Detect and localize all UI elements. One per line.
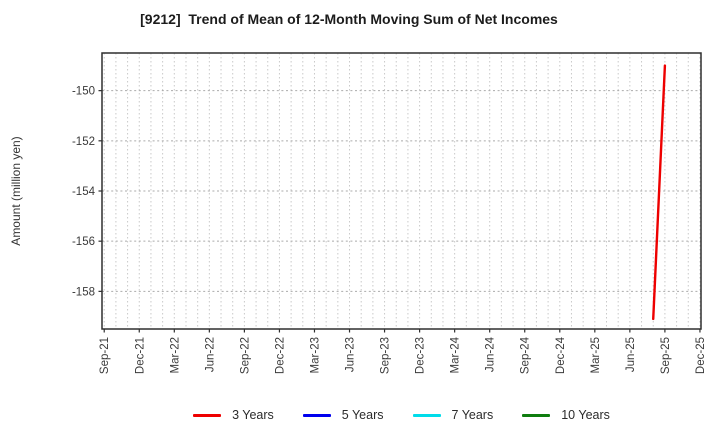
x-tick-label: Jun-23 (345, 337, 357, 372)
x-tick-label: Sep-22 (239, 337, 251, 374)
y-tick-label: -158 (72, 286, 95, 298)
x-tick-label: Dec-22 (274, 337, 286, 374)
legend-swatch-3-years (193, 413, 222, 417)
legend-label-3-years: 3 Years (232, 408, 274, 422)
x-tick-label: Mar-25 (590, 337, 602, 373)
chart-title: [9212] Trend of Mean of 12-Month Moving … (140, 11, 558, 27)
series-line-3-years (652, 64, 667, 321)
y-tick-label: -156 (72, 236, 95, 248)
legend-swatch-7-years (412, 413, 441, 417)
x-tick-label: Dec-25 (695, 337, 707, 374)
legend-item-5-years: 5 Years (302, 408, 384, 422)
x-tick-label: Jun-25 (625, 337, 637, 372)
legend-label-5-years: 5 Years (341, 408, 384, 422)
legend-label-7-years: 7 Years (451, 408, 494, 422)
legend-swatch-5-years (302, 413, 331, 417)
x-tick-label: Mar-22 (169, 337, 181, 373)
legend-item-3-years: 3 Years (193, 408, 274, 422)
legend-item-10-years: 10 Years (522, 408, 610, 422)
y-tick-label: -152 (72, 136, 95, 148)
x-tick-label: Sep-23 (380, 337, 392, 374)
x-tick-label: Mar-23 (309, 337, 321, 373)
x-tick-label: Sep-21 (99, 337, 111, 374)
y-tick-label: -154 (72, 186, 96, 198)
x-tick-label: Dec-23 (415, 337, 427, 374)
x-tick-label: Sep-25 (660, 337, 672, 374)
x-tick-label: Mar-24 (450, 336, 462, 373)
legend-swatch-10-years (522, 413, 551, 417)
x-tick-label: Sep-24 (520, 336, 532, 374)
legend: 3 Years 5 Years 7 Years 10 Years (102, 403, 701, 427)
y-tick-label: -150 (72, 86, 95, 98)
x-tick-label: Dec-24 (555, 336, 567, 374)
x-tick-label: Jun-24 (485, 336, 497, 372)
legend-item-7-years: 7 Years (412, 408, 494, 422)
x-tick-label: Jun-22 (204, 337, 216, 372)
legend-label-10-years: 10 Years (561, 408, 610, 422)
x-tick-label: Dec-21 (134, 337, 146, 374)
